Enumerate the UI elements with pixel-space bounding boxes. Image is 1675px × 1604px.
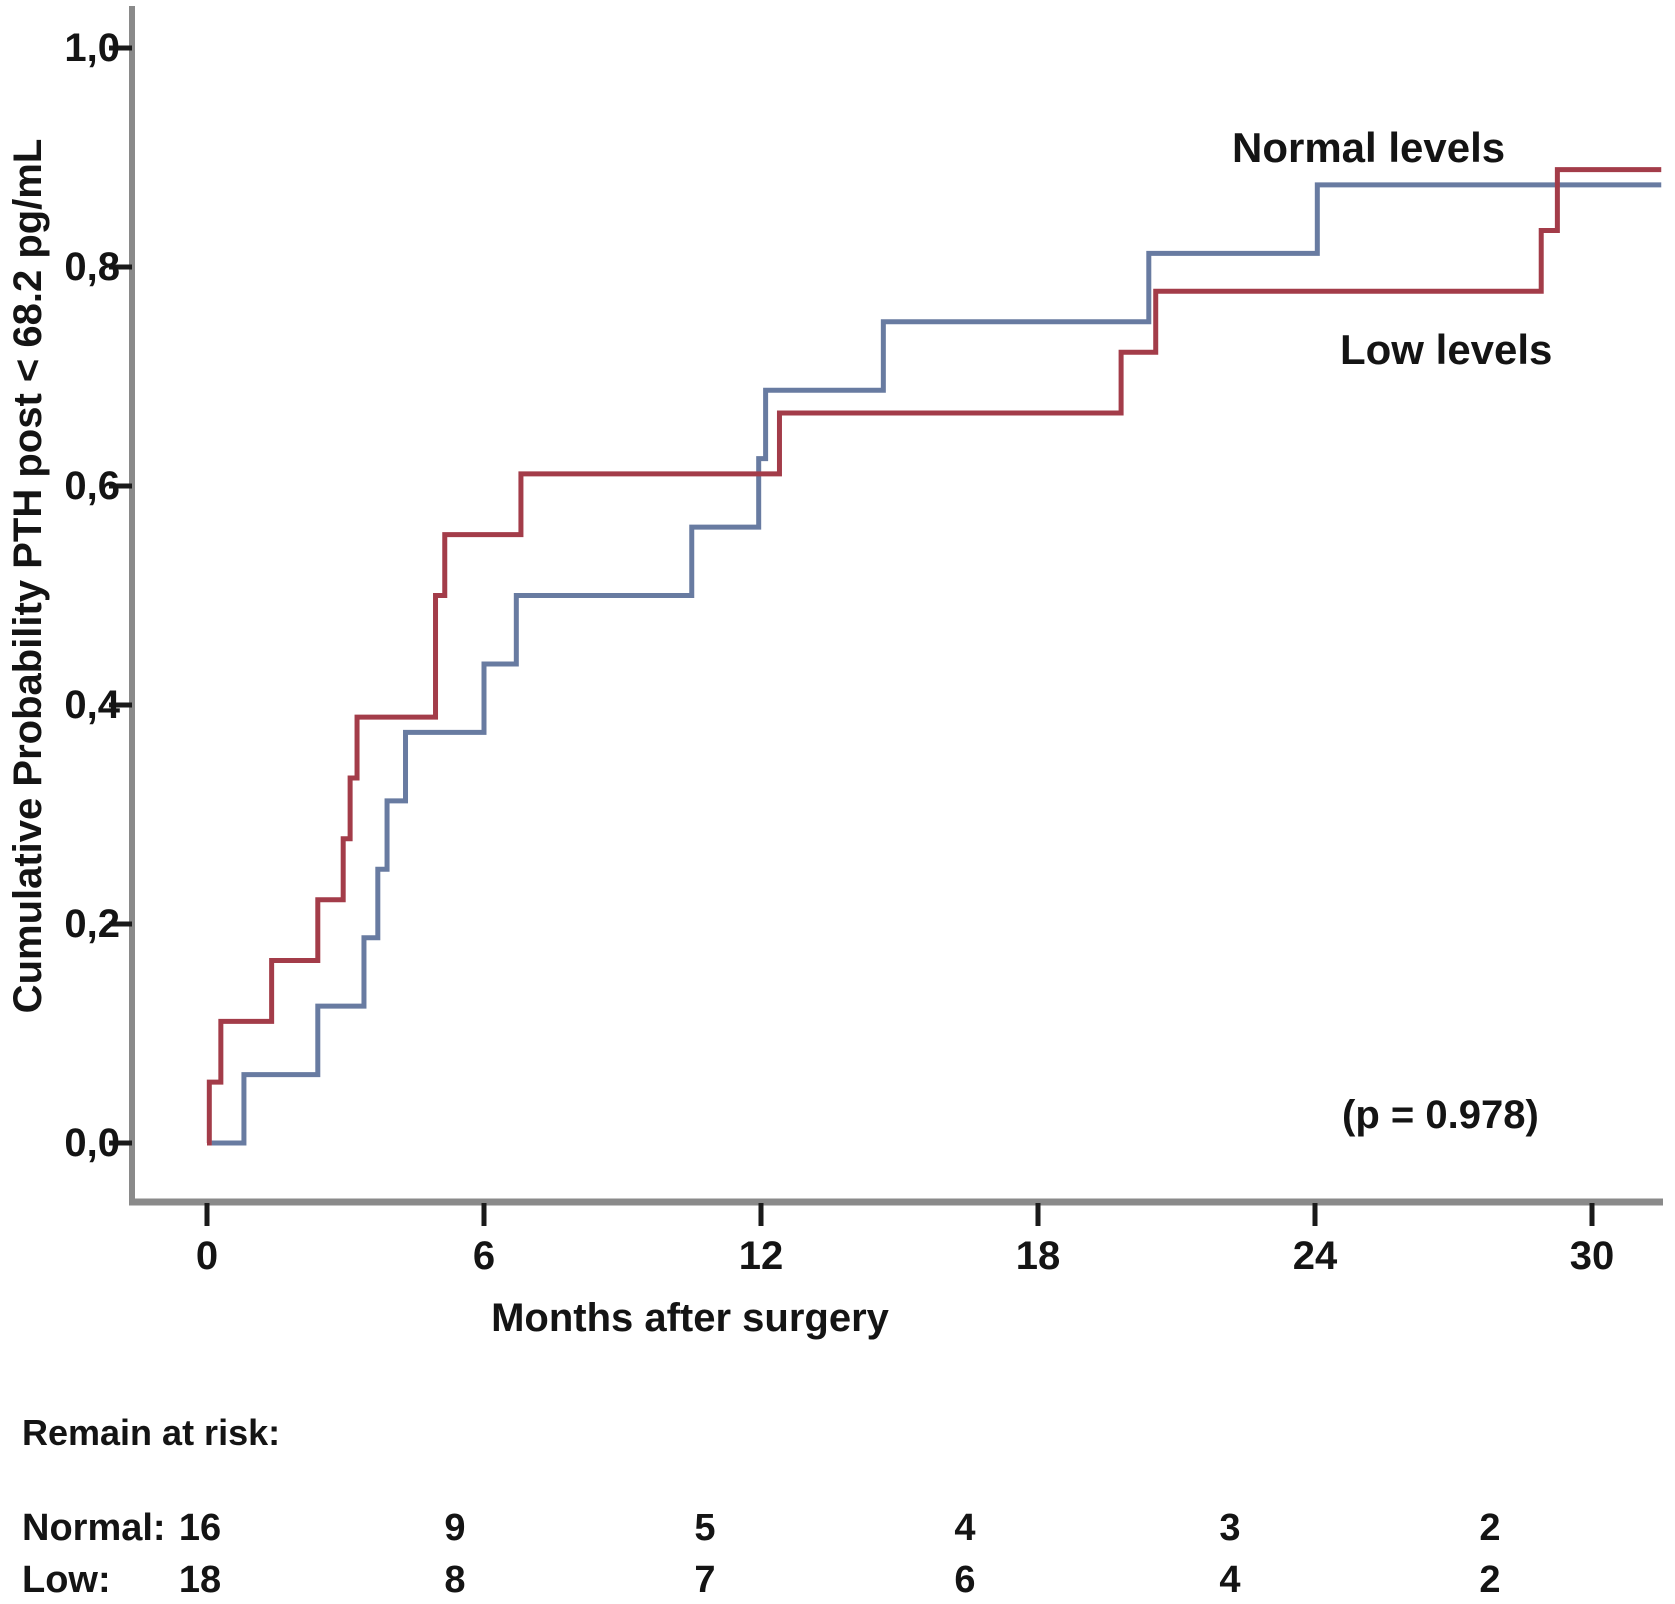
risk-count: 5 [694,1507,716,1549]
x-axis-title: Months after surgery [491,1296,889,1340]
x-tick-label: 30 [1569,1234,1615,1278]
y-tick-label: 0,0 [64,1121,120,1165]
y-tick-label: 0,8 [64,245,120,289]
risk-count: 6 [954,1559,976,1601]
y-tick-label: 0,4 [64,683,120,727]
p-value-annotation: (p = 0.978) [1342,1093,1539,1137]
x-tick-label: 24 [1292,1234,1338,1278]
risk-count: 9 [444,1507,466,1549]
risk-count: 7 [694,1559,716,1601]
risk-count: 3 [1219,1507,1241,1549]
risk-row-low: Low: 18 8 7 6 4 2 [0,1558,1675,1602]
risk-count: 4 [954,1507,976,1549]
x-tick-label: 18 [1015,1234,1061,1278]
risk-count: 2 [1479,1507,1501,1549]
series-label-normal: Normal levels [1232,124,1506,171]
risk-row-low-label: Low: [22,1559,111,1601]
km-curve-normal [211,182,1662,1146]
risk-count: 2 [1479,1559,1501,1601]
risk-row-normal: Normal: 16 9 5 4 3 2 [0,1506,1675,1550]
risk-count: 18 [178,1559,222,1601]
risk-count: 16 [178,1507,222,1549]
risk-table-heading: Remain at risk: [22,1412,281,1453]
series-label-low: Low levels [1340,326,1553,373]
risk-count: 8 [444,1559,466,1601]
risk-row-normal-label: Normal: [22,1507,166,1549]
y-tick-label: 1,0 [64,26,120,70]
y-tick-label: 0,2 [64,902,120,946]
x-tick-label: 6 [472,1234,496,1278]
km-curve-low [206,167,1662,1146]
risk-count: 4 [1219,1559,1241,1601]
x-tick-label: 0 [195,1234,219,1278]
y-tick-label: 0,6 [64,464,120,508]
x-tick-label: 12 [738,1234,784,1278]
